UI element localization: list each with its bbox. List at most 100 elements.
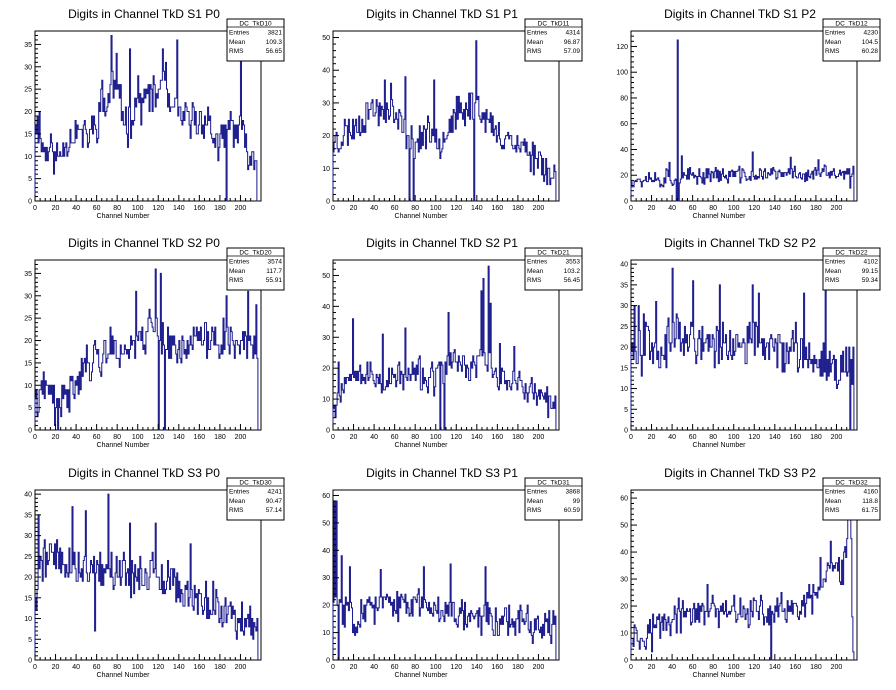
stats-name: DC_TkD10	[239, 21, 272, 28]
y-tick-label: 25	[620, 324, 628, 331]
stats-value: 57.14	[266, 507, 283, 514]
stats-key: RMS	[527, 48, 542, 55]
x-tick-label: 20	[52, 434, 60, 441]
stats-value: 3553	[566, 259, 581, 266]
x-tick-label: 40	[370, 205, 378, 212]
x-axis-label: Channel Number	[693, 442, 747, 449]
x-tick-label: 160	[194, 205, 206, 212]
x-tick-label: 40	[668, 664, 676, 671]
x-tick-label: 60	[391, 434, 399, 441]
histogram-line	[630, 502, 855, 661]
histogram-panel: Digits in Channel TkD S1 P10 20 40 60 80 100 1…	[322, 7, 583, 220]
stats-value: 109.3	[266, 39, 283, 46]
y-tick-label: 60	[620, 121, 628, 128]
x-tick-label: 100	[430, 434, 442, 441]
stats-key: Mean	[229, 268, 246, 275]
histogram-panel: Digits in Channel TkD S3 P10 20 40 60 80 100 1…	[322, 466, 583, 679]
x-tick-label: 120	[450, 664, 462, 671]
stats-key: Entries	[825, 259, 846, 266]
stats-key: RMS	[825, 277, 840, 284]
x-tick-label: 160	[194, 434, 206, 441]
stats-box	[524, 477, 583, 521]
y-tick-label: 10	[322, 397, 330, 404]
x-tick-label: 40	[370, 664, 378, 671]
x-tick-label: 180	[810, 205, 822, 212]
x-tick-label: 140	[173, 205, 185, 212]
x-tick-label: 160	[790, 434, 802, 441]
x-tick-label: 180	[810, 664, 822, 671]
x-tick-label: 200	[831, 434, 843, 441]
stats-name: DC_TkD30	[239, 480, 272, 487]
y-tick-label: 80	[620, 95, 628, 102]
y-tick-label: 0	[28, 428, 32, 435]
y-tick-label: 5	[624, 407, 628, 414]
stats-box	[226, 247, 285, 291]
stats-key: RMS	[825, 507, 840, 514]
x-tick-label: 120	[450, 434, 462, 441]
x-axis-label: Channel Number	[693, 213, 747, 220]
y-tick-label: 50	[322, 520, 330, 527]
histogram-line	[630, 39, 855, 202]
x-tick-label: 100	[430, 205, 442, 212]
stats-key: Mean	[527, 498, 544, 505]
x-tick-label: 80	[113, 664, 121, 671]
y-tick-label: 20	[322, 366, 330, 373]
histogram-panel: Digits in Channel TkD S2 P10 20 40 60 80 100 1…	[322, 236, 583, 449]
y-tick-label: 100	[616, 70, 628, 77]
y-tick-label: 50	[322, 273, 330, 280]
x-tick-label: 20	[350, 664, 358, 671]
x-tick-label: 120	[748, 205, 760, 212]
x-tick-label: 100	[132, 664, 144, 671]
stats-key: Mean	[825, 268, 842, 275]
stats-value: 60.59	[564, 507, 581, 514]
x-tick-label: 20	[350, 205, 358, 212]
stats-key: Entries	[527, 30, 548, 37]
x-tick-label: 200	[533, 205, 545, 212]
y-tick-label: 40	[322, 548, 330, 555]
x-tick-label: 140	[769, 434, 781, 441]
x-tick-label: 80	[411, 664, 419, 671]
y-tick-label: 15	[24, 360, 32, 367]
stats-key: RMS	[527, 277, 542, 284]
stats-box	[226, 18, 285, 62]
panel-title: Digits in Channel TkD S2 P2	[664, 236, 816, 250]
x-tick-label: 60	[391, 664, 399, 671]
y-tick-label: 25	[24, 87, 32, 94]
x-tick-label: 140	[471, 205, 483, 212]
x-tick-label: 60	[93, 434, 101, 441]
stats-value: 3868	[566, 489, 581, 496]
x-tick-label: 60	[93, 664, 101, 671]
y-tick-label: 15	[24, 595, 32, 602]
histogram-line	[34, 34, 258, 202]
panel-title: Digits in Channel TkD S3 P1	[366, 466, 518, 480]
x-tick-label: 40	[668, 205, 676, 212]
stats-key: RMS	[229, 277, 244, 284]
stats-name: DC_TkD32	[835, 480, 868, 487]
x-tick-label: 20	[52, 664, 60, 671]
y-tick-label: 10	[322, 166, 330, 173]
x-tick-label: 160	[492, 205, 504, 212]
x-tick-label: 100	[728, 205, 740, 212]
y-tick-label: 25	[24, 316, 32, 323]
x-tick-label: 0	[33, 205, 37, 212]
x-tick-label: 180	[810, 434, 822, 441]
x-tick-label: 20	[648, 434, 656, 441]
stats-key: Entries	[229, 489, 250, 496]
y-tick-label: 15	[620, 365, 628, 372]
y-tick-label: 60	[620, 496, 628, 503]
y-tick-label: 0	[624, 658, 628, 665]
y-tick-label: 20	[322, 133, 330, 140]
x-tick-label: 180	[214, 205, 226, 212]
x-tick-label: 20	[350, 434, 358, 441]
y-tick-label: 10	[24, 616, 32, 623]
panel-title: Digits in Channel TkD S2 P0	[68, 236, 220, 250]
x-axis-label: Channel Number	[395, 213, 449, 220]
x-tick-label: 140	[471, 434, 483, 441]
x-tick-label: 40	[72, 434, 80, 441]
panel-title: Digits in Channel TkD S1 P2	[664, 7, 816, 21]
y-tick-label: 20	[322, 603, 330, 610]
x-tick-label: 100	[132, 205, 144, 212]
x-tick-label: 0	[331, 205, 335, 212]
y-tick-label: 30	[24, 64, 32, 71]
x-axis-label: Channel Number	[693, 672, 747, 679]
